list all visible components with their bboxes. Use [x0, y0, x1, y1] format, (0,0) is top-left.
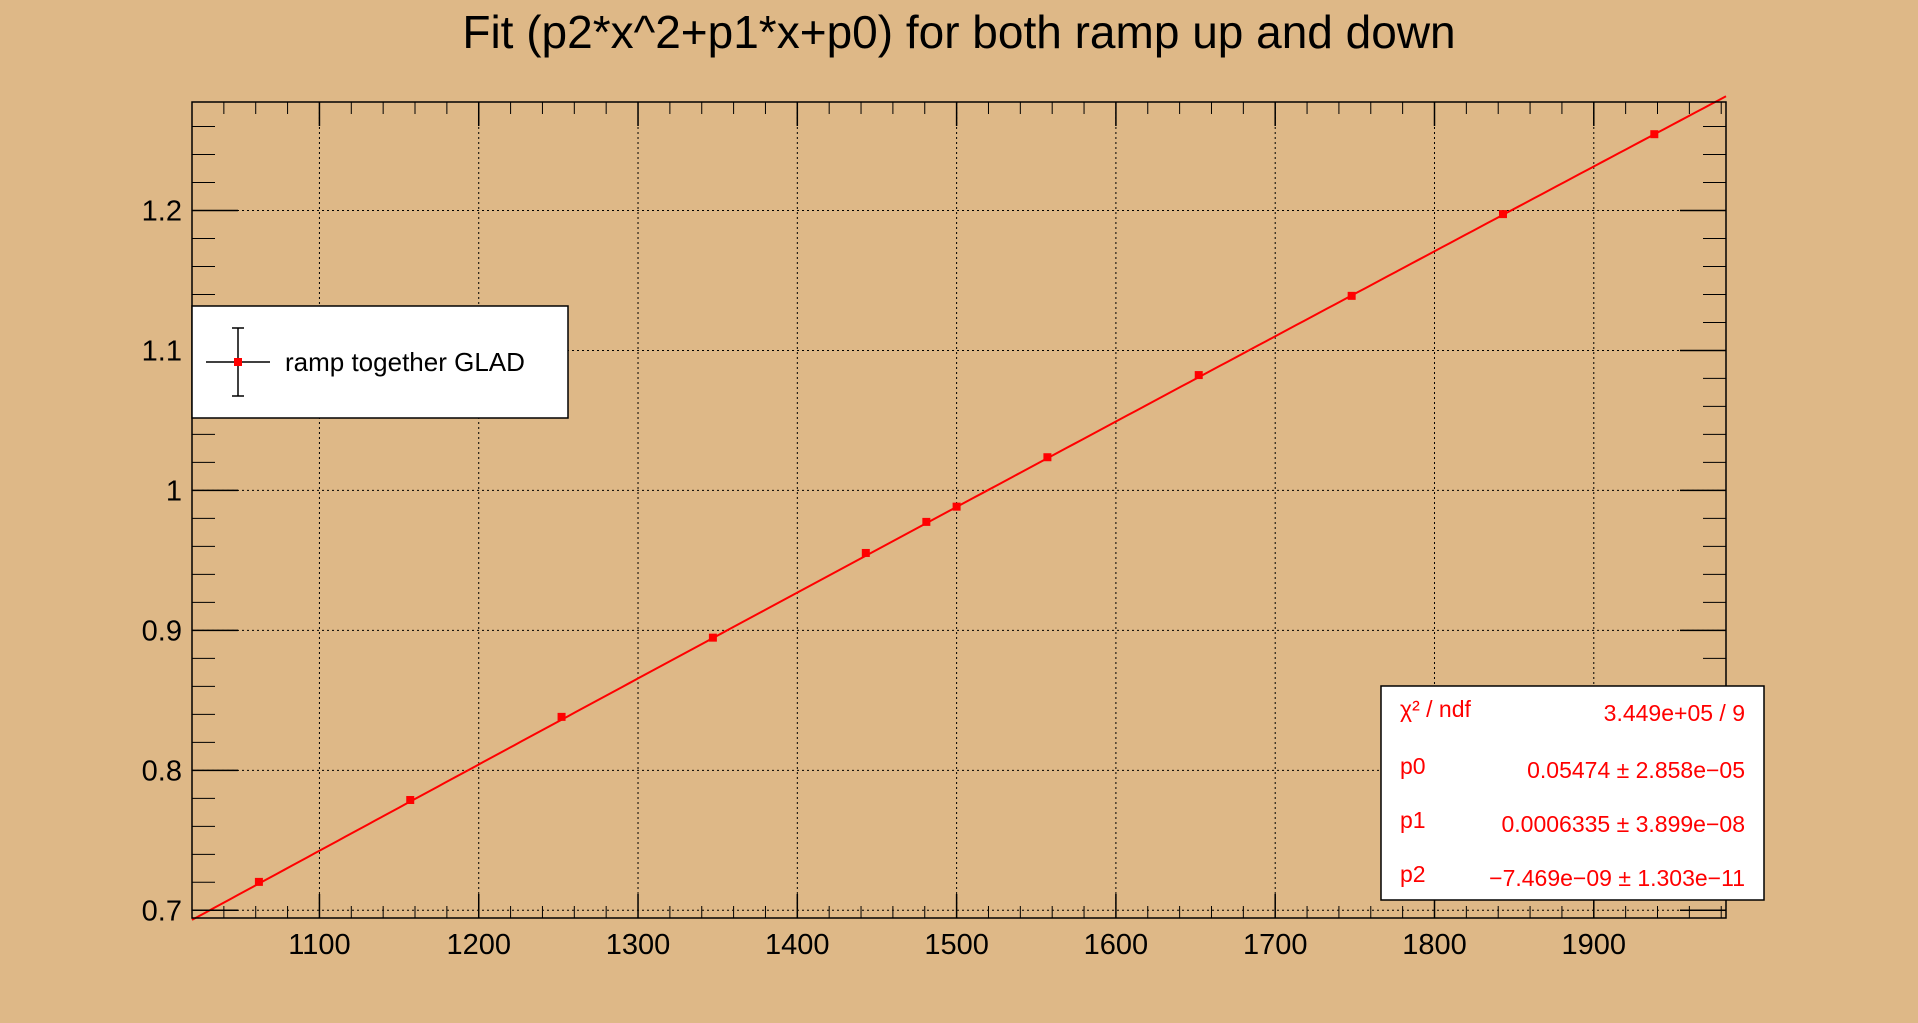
data-point — [1194, 371, 1203, 380]
x-tick-label: 1400 — [765, 929, 830, 961]
x-tick-labels: 1100 1200 1300 1400 1500 1600 1700 1800 1900 — [288, 929, 1626, 961]
legend: ramp together GLAD — [191, 305, 569, 419]
data-point — [1347, 291, 1356, 300]
data-points — [254, 130, 1659, 886]
x-tick-label: 1500 — [924, 929, 989, 961]
x-tick-label: 1600 — [1084, 929, 1149, 961]
x-tick-label: 1700 — [1243, 929, 1308, 961]
stats-row-name: χ² / ndf — [1400, 696, 1471, 722]
x-tick-label: 1200 — [446, 929, 511, 961]
stats-box-frame — [1380, 685, 1765, 901]
data-point — [406, 796, 415, 805]
stats-box: χ² / ndf 3.449e+05 / 9 p0 0.05474 ± 2.858e−… — [1380, 685, 1765, 901]
y-tick-label: 0.7 — [142, 895, 182, 927]
data-point — [557, 712, 566, 721]
data-point — [1043, 453, 1052, 462]
legend-marker — [234, 358, 242, 366]
data-point — [1498, 210, 1507, 219]
x-tick-label: 1900 — [1562, 929, 1627, 961]
y-tick-label: 0.9 — [142, 615, 182, 647]
x-tick-label: 1100 — [288, 929, 350, 961]
y-tick-labels: 0.7 0.8 0.9 1 1.1 1.2 — [142, 195, 182, 927]
stats-row-name: p2 — [1400, 861, 1426, 887]
data-point — [708, 633, 717, 642]
data-point — [254, 877, 263, 886]
stats-rows: χ² / ndf 3.449e+05 / 9 p0 0.05474 ± 2.858e−… — [1400, 696, 1745, 891]
stats-row-value: −7.469e−09 ± 1.303e−11 — [1489, 865, 1745, 891]
stats-row-name: p1 — [1400, 807, 1426, 833]
stats-row-name: p0 — [1400, 753, 1426, 779]
y-tick-label: 1 — [166, 475, 182, 507]
data-point — [922, 517, 931, 526]
y-tick-label: 1.2 — [142, 195, 182, 227]
data-point — [1650, 130, 1659, 139]
stats-row-value: 0.05474 ± 2.858e−05 — [1527, 757, 1745, 783]
y-tick-label: 1.1 — [142, 335, 182, 367]
stats-row-value: 0.0006335 ± 3.899e−08 — [1502, 811, 1746, 837]
stats-row-value: 3.449e+05 / 9 — [1604, 700, 1745, 726]
y-tick-label: 0.8 — [142, 755, 182, 787]
legend-label: ramp together GLAD — [285, 347, 525, 377]
data-point — [952, 502, 961, 511]
data-point — [861, 548, 870, 557]
plot-frame — [191, 101, 1727, 919]
x-tick-label: 1300 — [606, 929, 671, 961]
chart-title: Fit (p2*x^2+p1*x+p0) for both ramp up an… — [462, 6, 1455, 58]
x-tick-label: 1800 — [1402, 929, 1467, 961]
